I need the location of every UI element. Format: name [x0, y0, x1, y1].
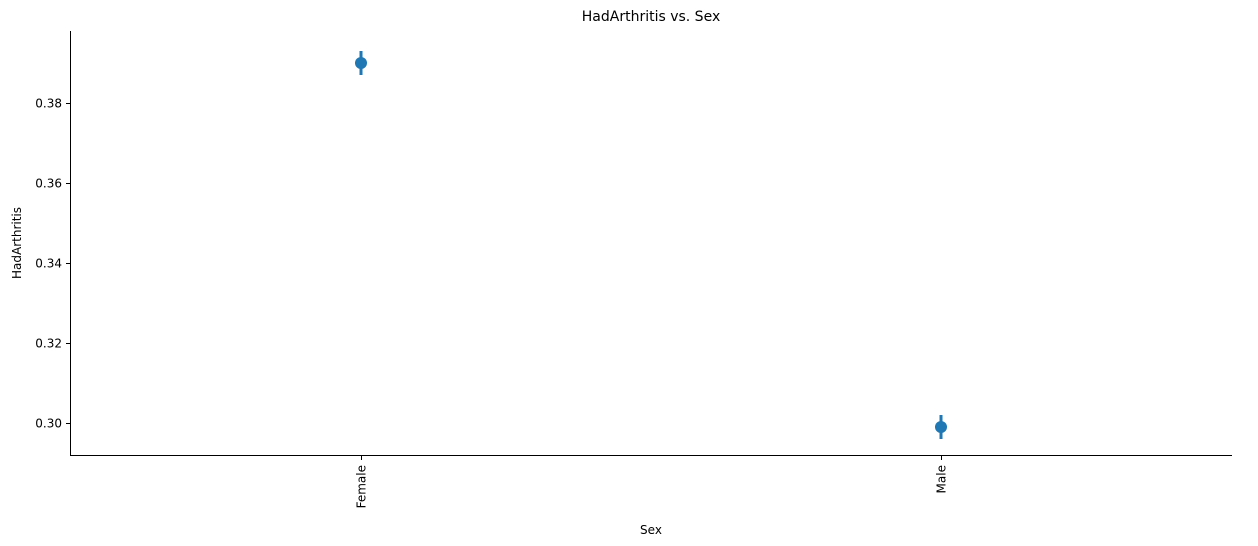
data-point: [935, 421, 947, 433]
x-tick-label: Male: [935, 465, 949, 493]
x-axis-ticks: Female Male: [355, 455, 949, 508]
y-tick-label: 0.38: [35, 97, 62, 111]
y-tick-label: 0.30: [35, 417, 62, 431]
x-axis-label: Sex: [640, 523, 662, 537]
data-marks: [355, 51, 947, 439]
chart-title: HadArthritis vs. Sex: [582, 9, 720, 25]
y-tick-label: 0.36: [35, 177, 62, 191]
y-tick-label: 0.32: [35, 337, 62, 351]
y-axis-ticks: 0.30 0.32 0.34 0.36 0.38: [35, 97, 70, 431]
data-point: [355, 57, 367, 69]
y-axis-label: HadArthritis: [10, 207, 24, 279]
y-tick-label: 0.34: [35, 257, 62, 271]
x-tick-label: Female: [355, 465, 369, 508]
